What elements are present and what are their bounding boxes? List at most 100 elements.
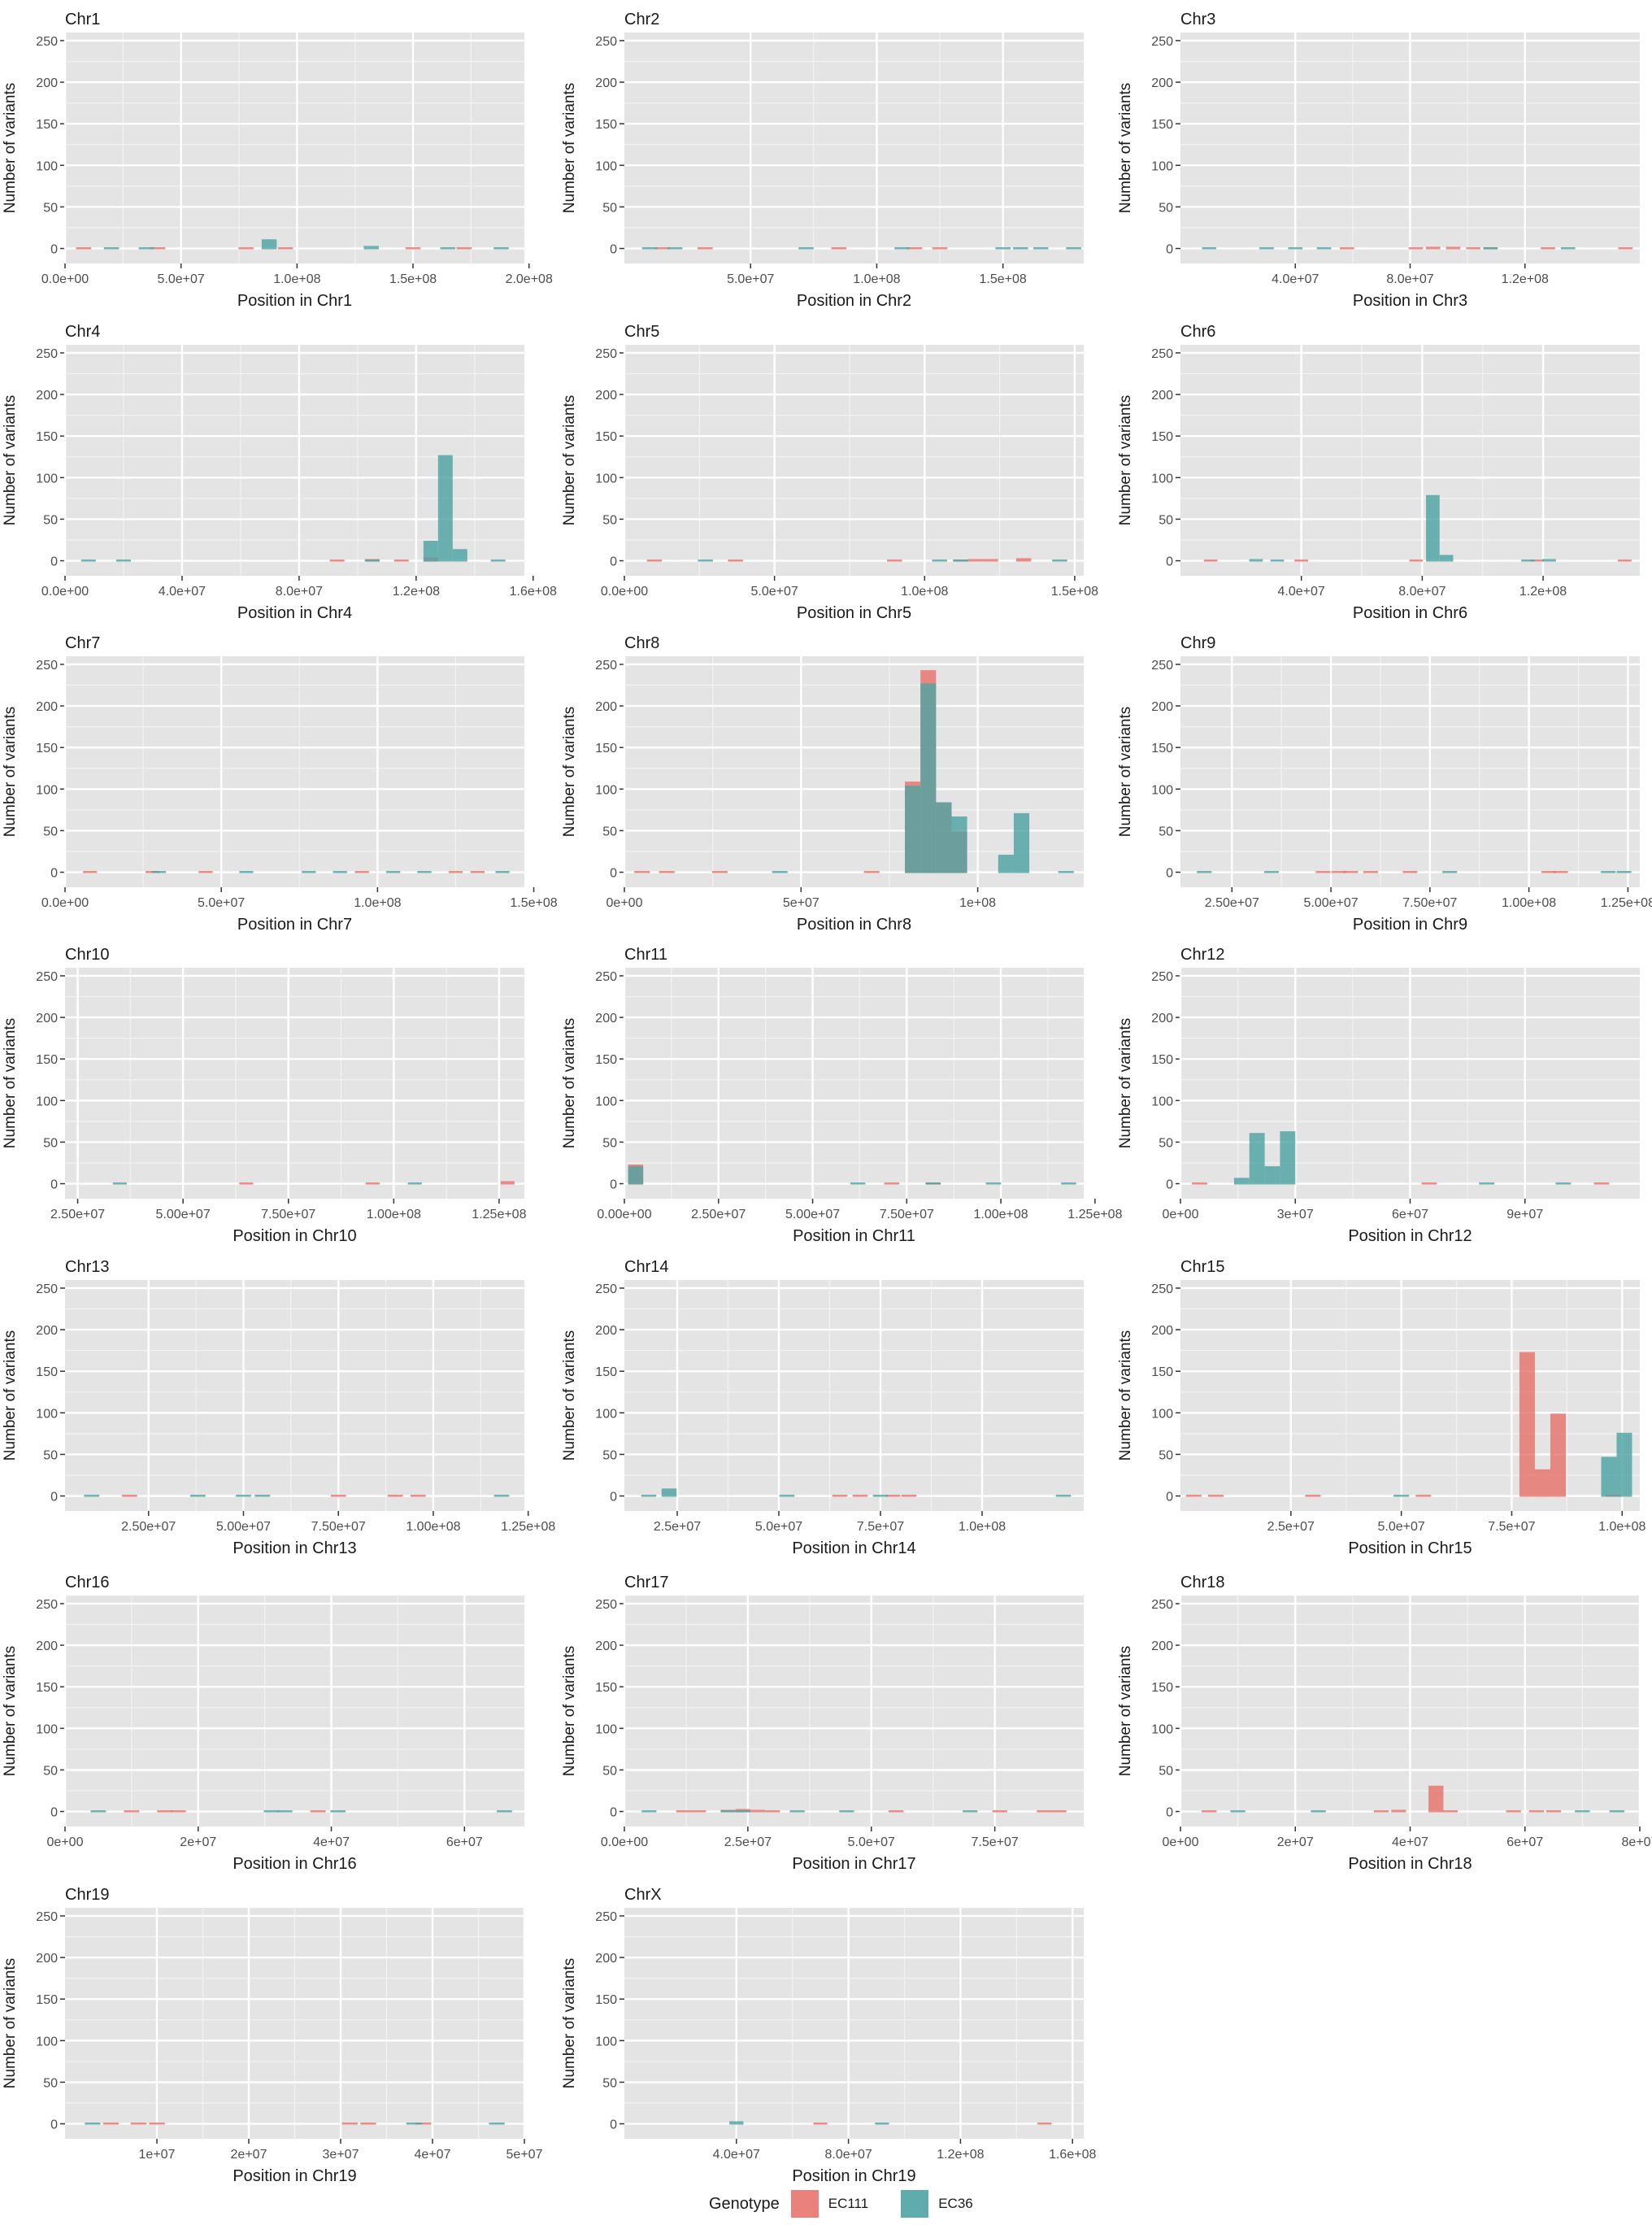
bar-ec36 (302, 871, 316, 873)
bar-ec36 (1058, 871, 1074, 873)
tick-label-y: 100 (36, 472, 58, 485)
tick-label-x: 6e+07 (1392, 1208, 1428, 1221)
bar-ec36 (261, 239, 277, 250)
tick-label-y: 150 (595, 1681, 617, 1695)
bar-ec36 (406, 2123, 423, 2125)
bar-ec111 (329, 560, 345, 562)
bar-ec111 (1315, 871, 1331, 873)
bar-ec111 (1331, 871, 1346, 873)
tick-label-y: 150 (1151, 1365, 1173, 1379)
bar-ec111 (901, 1495, 917, 1497)
bar-ec36 (1052, 560, 1067, 562)
panel-background-chrx (624, 1908, 1084, 2139)
tick-label-x: 2.50e+07 (691, 1208, 746, 1221)
panel-title-chr17: Chr17 (624, 1574, 668, 1591)
bar-ec36 (103, 247, 120, 250)
bar-ec111 (198, 871, 213, 873)
tick-label-y: 250 (1151, 1282, 1173, 1296)
bar-ec111 (1428, 1785, 1444, 1813)
tick-label-y: 100 (1151, 1095, 1173, 1108)
y-axis-label-chr12: Number of variants (1117, 1018, 1134, 1149)
bar-ec111 (1409, 560, 1424, 562)
bar-ec36 (417, 871, 432, 873)
bar-ec36 (698, 560, 713, 562)
tick-label-y: 100 (595, 472, 617, 485)
bar-ec111 (885, 1495, 901, 1497)
tick-label-x: 1.0e+08 (901, 585, 948, 599)
tick-label-x: 1.00e+08 (974, 1208, 1028, 1221)
bar-ec111 (1545, 1810, 1562, 1813)
tick-label-y: 50 (43, 825, 58, 838)
tick-label-y: 200 (595, 389, 617, 403)
tick-label-y: 100 (36, 1722, 58, 1736)
bar-ec111 (676, 1810, 692, 1813)
panel-title-chrx: ChrX (624, 1886, 662, 1904)
bar-ec111 (1530, 560, 1544, 562)
y-axis-label-chr5: Number of variants (561, 395, 578, 526)
tick-label-x: 1.00e+08 (1502, 896, 1556, 910)
bar-ec36 (1288, 247, 1303, 250)
bar-ec36 (667, 247, 683, 250)
bar-ec111 (102, 2123, 120, 2125)
panel-title-chr9: Chr9 (1180, 634, 1215, 652)
tick-label-y: 200 (36, 1952, 58, 1966)
bar-ec36 (363, 246, 379, 250)
bar-ec111 (393, 560, 409, 562)
panel-chr16: Chr16 0 50 100 150 200 250 0e+00 2e+07 4e+07 6e+07… (2, 1574, 524, 1873)
x-axis-label-chr19: Position in Chr19 (233, 2167, 356, 2185)
bar-ec111 (360, 2123, 376, 2125)
bar-ec36 (490, 560, 506, 562)
bar-ec36 (1575, 1810, 1590, 1813)
bar-ec111 (728, 560, 743, 562)
bar-ec36 (190, 1495, 206, 1497)
bar-ec36 (385, 871, 401, 873)
x-axis-label-chr10: Position in Chr10 (233, 1227, 356, 1245)
tick-label-y: 200 (595, 1012, 617, 1025)
bar-ec36 (894, 247, 910, 250)
panel-chr9: Chr9 0 50 100 150 200 250 2.50e+07 5.00e+07 7.50e… (1117, 634, 1652, 934)
tick-label-y: 250 (36, 1598, 58, 1612)
bar-ec111 (1374, 1810, 1389, 1813)
tick-label-x: 1.2e+08 (393, 585, 440, 599)
panel-background-chr9 (1180, 656, 1640, 887)
tick-label-y: 100 (36, 1407, 58, 1421)
bar-ec111 (887, 560, 902, 562)
legend-label-ec36: EC36 (938, 2196, 973, 2211)
tick-label-x: 0e+00 (1163, 1835, 1199, 1849)
bar-ec111 (1294, 560, 1309, 562)
bar-ec111 (277, 247, 293, 250)
legend-title: Genotype (709, 2194, 780, 2213)
bar-ec36 (932, 560, 947, 562)
tick-label-x: 1.0e+08 (273, 272, 320, 286)
tick-label-y: 50 (43, 1136, 58, 1150)
bar-ec36 (1249, 1133, 1265, 1185)
y-axis-label-chr6: Number of variants (1117, 395, 1134, 526)
tick-label-y: 200 (1151, 1012, 1173, 1025)
x-axis-label-chr6: Position in Chr6 (1353, 604, 1467, 622)
bar-ec111 (1343, 871, 1359, 873)
x-axis-label-chr5: Position in Chr5 (797, 604, 911, 622)
panel-chr15: Chr15 0 50 100 150 200 250 2.5e+07 5.0e+07 7.5e+0… (1117, 1258, 1646, 1557)
tick-label-x: 5.00e+07 (156, 1208, 211, 1221)
y-axis-label-chr17: Number of variants (561, 1646, 578, 1777)
tick-label-x: 6e+07 (446, 1835, 483, 1849)
bar-ec111 (448, 871, 463, 873)
tick-label-x: 4.0e+07 (713, 2148, 760, 2162)
x-axis-label-chr14: Position in Chr14 (792, 1539, 915, 1557)
x-axis-label-chr7: Position in Chr7 (237, 916, 352, 934)
panel-title-chr8: Chr8 (624, 634, 659, 652)
tick-label-x: 5.0e+07 (848, 1835, 895, 1849)
bar-ec36 (254, 1495, 271, 1497)
tick-label-y: 200 (36, 76, 58, 90)
bar-ec111 (863, 871, 880, 873)
tick-label-y: 200 (36, 1012, 58, 1025)
tick-label-y: 200 (595, 1639, 617, 1653)
bar-ec111 (765, 1810, 780, 1813)
tick-label-x: 5.0e+07 (750, 585, 798, 599)
bar-ec36 (1609, 1810, 1624, 1813)
panel-chr2: Chr2 0 50 100 150 200 250 5.0e+07 1.0e+08 1.5e+08… (561, 11, 1084, 310)
tick-label-y: 250 (595, 970, 617, 984)
panel-chr11: Chr11 0 50 100 150 200 250 0.00e+00 2.50e+07 5.00… (561, 946, 1123, 1245)
tick-label-x: 5.0e+07 (158, 272, 205, 286)
tick-label-x: 1e+07 (139, 2148, 176, 2162)
